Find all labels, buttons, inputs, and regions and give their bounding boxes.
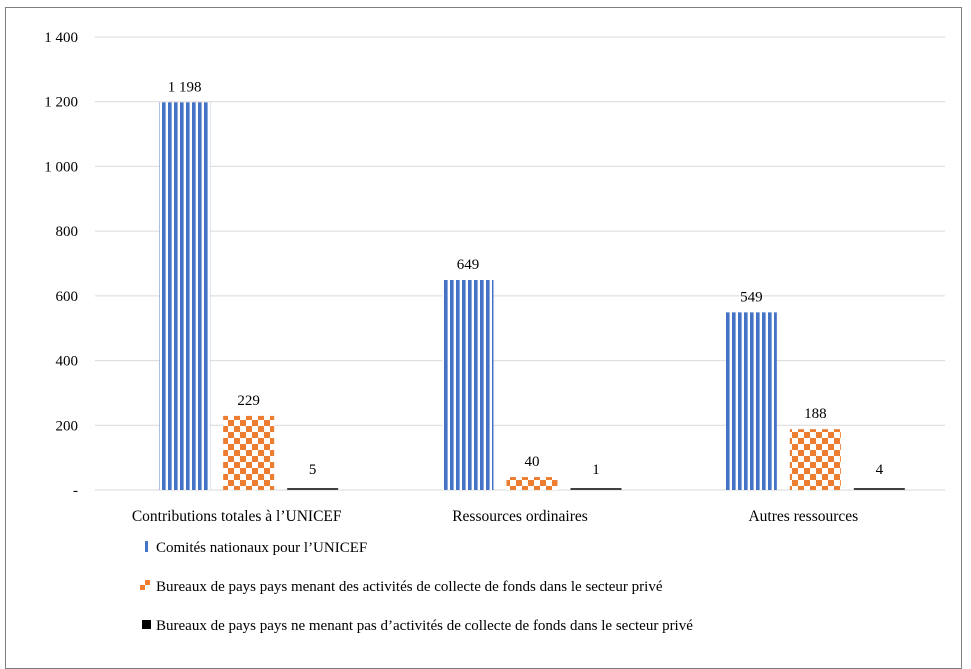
y-tick-label: 400: [56, 354, 79, 370]
y-tick-label: 1 400: [44, 30, 78, 46]
bar-3: [287, 488, 339, 490]
legend-swatch-1: [145, 541, 148, 552]
data-label: 1 198: [168, 79, 202, 95]
legend-entry-3: Bureaux de pays pays ne menant pas d’act…: [156, 618, 693, 634]
data-labels: 1 198 229 5 649 40 1 549 188 4: [168, 79, 884, 478]
bar-3: [570, 488, 622, 490]
data-label: 5: [309, 462, 317, 478]
bar-2: [223, 415, 275, 490]
y-tick-label: 600: [56, 289, 79, 305]
x-axis: Contributions totales à l’UNICEF Ressourc…: [132, 508, 858, 525]
y-tick-label: 800: [56, 224, 79, 240]
legend-entry-2: Bureaux de pays pays menant des activité…: [156, 579, 663, 595]
data-label: 229: [237, 393, 260, 409]
data-label: 4: [876, 462, 884, 478]
bar-1: [725, 312, 777, 490]
x-category-label: Contributions totales à l’UNICEF: [132, 508, 342, 525]
bar-2: [789, 429, 841, 490]
legend-swatch-2: [140, 585, 145, 590]
data-label: 1: [592, 462, 600, 478]
bar-2: [506, 477, 558, 490]
data-label: 188: [804, 406, 827, 422]
data-label: 549: [740, 289, 763, 305]
bar-1: [159, 102, 211, 491]
legend-swatch-3: [142, 620, 151, 629]
legend-swatch-2b: [145, 580, 150, 585]
y-tick-label: -: [73, 483, 78, 499]
data-label: 40: [525, 454, 540, 470]
bar-chart: - 200 400 600 800 1 000 1 200 1 400 1 198 229 5 64…: [44, 30, 945, 634]
legend-entry-1: Comités nationaux pour l’UNICEF: [156, 540, 367, 556]
legend: Comités nationaux pour l’UNICEF Bureaux d…: [140, 540, 693, 634]
x-category-label: Autres ressources: [748, 508, 858, 525]
y-tick-label: 200: [56, 418, 79, 434]
bars: [159, 102, 905, 491]
y-axis: - 200 400 600 800 1 000 1 200 1 400: [44, 30, 78, 499]
bar-1: [442, 280, 494, 490]
y-tick-label: 1 200: [44, 95, 78, 111]
y-tick-label: 1 000: [44, 159, 78, 175]
x-category-label: Ressources ordinaires: [452, 508, 588, 525]
data-label: 649: [457, 257, 480, 273]
bar-3: [853, 488, 905, 490]
